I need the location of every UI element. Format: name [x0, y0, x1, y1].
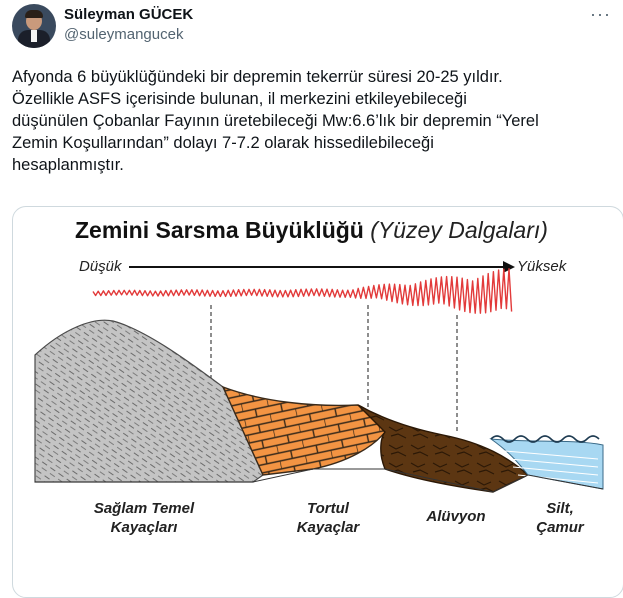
tweet-text-line: Özellikle ASFS içerisinde bulunan, il me… — [12, 90, 467, 108]
silt-label-line2: Çamur — [536, 519, 584, 536]
silt-label-line1: Silt, — [546, 500, 574, 517]
water-surface — [490, 435, 600, 443]
alluvium-label-line1: Alüvyon — [426, 508, 486, 525]
alluvium-label: Alüvyon — [411, 507, 501, 526]
tweet-text: Afyonda 6 büyüklüğündeki bir depremin te… — [12, 66, 612, 176]
infographic-title-main: Zemini Sarsma Büyüklüğü — [75, 217, 364, 243]
more-horizontal-icon[interactable]: ··· — [590, 4, 611, 24]
arrow-head-icon — [503, 261, 515, 273]
seismic-wave — [92, 268, 513, 314]
silt-layer — [489, 438, 604, 490]
silt-label: Silt, Çamur — [525, 499, 595, 537]
ground-baseline — [35, 468, 604, 493]
ground-shaking-illustration — [34, 261, 604, 493]
avatar[interactable] — [12, 4, 56, 48]
low-label: Düşük — [79, 258, 122, 275]
sedimentary-label-line2: Kayaçlar — [296, 519, 360, 536]
bedrock-label: Sağlam Temel Kayaçları — [79, 499, 209, 537]
avatar-shirt — [31, 30, 37, 42]
author-name[interactable]: Süleyman GÜCEK — [64, 6, 194, 23]
sedimentary-label: Tortul Kayaçlar — [283, 499, 373, 537]
tweet-media-image[interactable]: Zemini Sarsma Büyüklüğü (Yüzey Dalgaları… — [12, 206, 623, 598]
silt-streaks — [504, 450, 599, 484]
sedimentary-label-line1: Tortul — [307, 500, 349, 517]
bedrock-label-line2: Kayaçları — [110, 519, 178, 536]
author-handle[interactable]: @suleymangucek — [64, 26, 184, 43]
bedrock-layer — [34, 319, 264, 483]
tweet-text-line: Zemin Koşullarından” dolayı 7-7.2 olarak… — [12, 134, 434, 152]
avatar-hair — [25, 10, 43, 18]
bedrock-label-line1: Sağlam Temel — [93, 500, 195, 517]
infographic-title: Zemini Sarsma Büyüklüğü (Yüzey Dalgaları… — [75, 217, 548, 244]
infographic-subtitle: (Yüzey Dalgaları) — [370, 217, 548, 243]
tweet-text-line: hesaplanmıştır. — [12, 156, 124, 174]
tweet-text-line: Afyonda 6 büyüklüğündeki bir depremin te… — [12, 68, 503, 86]
tweet-text-line: düşünülen Çobanlar Fayının üretebileceği… — [12, 112, 539, 130]
high-label: Yüksek — [517, 258, 567, 275]
